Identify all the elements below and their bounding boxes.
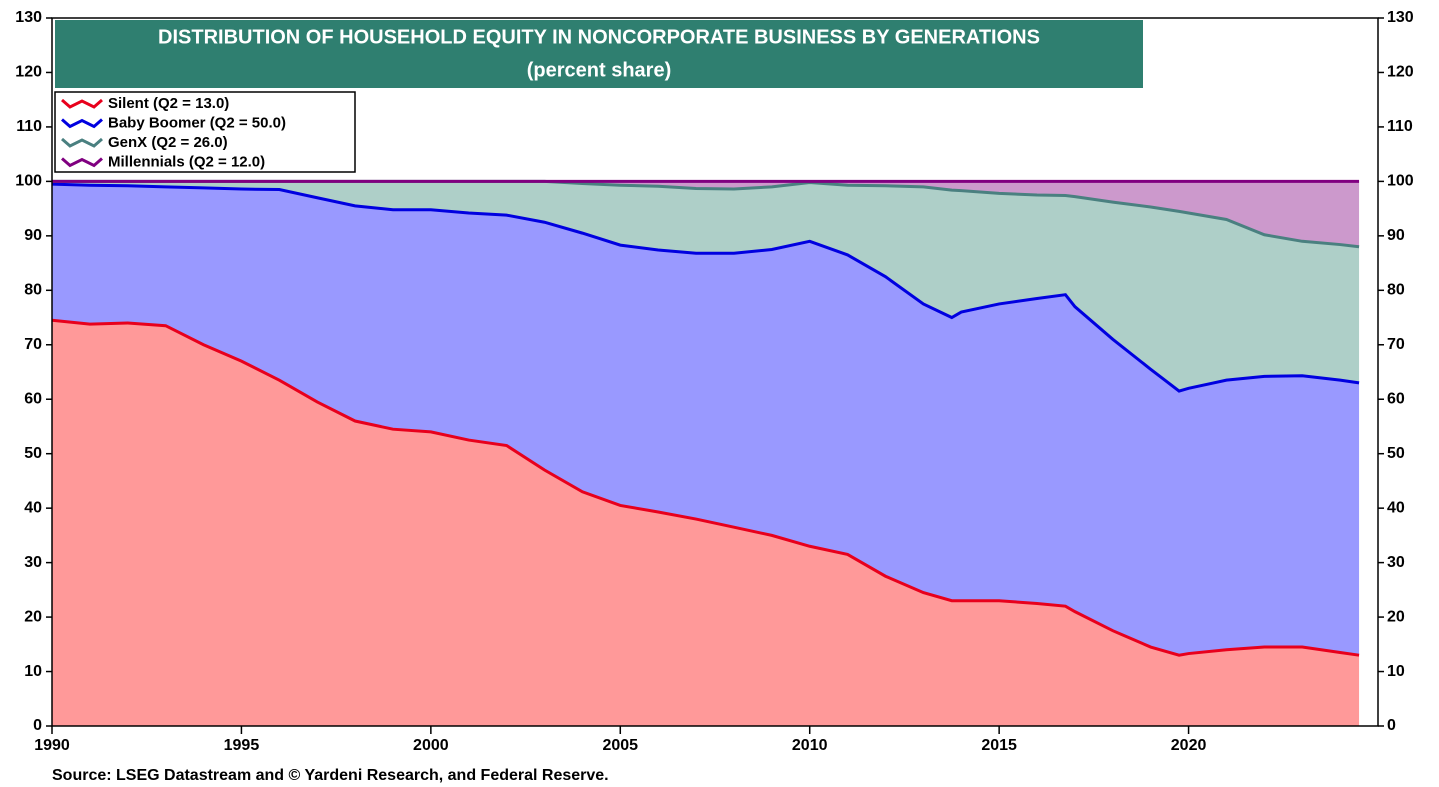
y-tick-label: 120: [15, 64, 42, 81]
plot-area: 0 10 20 30 40 50 60 70 80 90 100 110 120 130 0 10 20 30 40…: [15, 9, 1414, 754]
y-tick-label: 90: [24, 227, 42, 244]
y2-tick-label: 50: [1387, 445, 1405, 462]
y2-tick-label: 80: [1387, 282, 1405, 299]
legend-label: Silent (Q2 = 13.0): [108, 95, 229, 112]
y-tick-label: 110: [16, 118, 42, 135]
y-tick-label: 20: [24, 608, 42, 625]
plot-frame: [51, 17, 1379, 727]
x-tick-label: 2020: [1171, 737, 1207, 754]
area: [52, 181, 1360, 247]
legend-swatch: [61, 98, 103, 109]
y2-tick-label: 90: [1387, 227, 1405, 244]
x-tick-label: 1995: [224, 737, 260, 754]
y-tick-label: 80: [24, 282, 42, 299]
y-tick-label: 10: [24, 663, 42, 680]
legend: Silent (Q2 = 13.0) Baby Boomer (Q2 = 50.0…: [61, 95, 286, 170]
area: [52, 320, 1360, 726]
x-tick-label: 2000: [413, 737, 449, 754]
series-line: [51, 182, 1360, 393]
legend-label: GenX (Q2 = 26.0): [108, 134, 228, 151]
y-tick-label: 60: [24, 390, 42, 407]
y2-tick-label: 0: [1387, 717, 1396, 734]
source-note: Source: LSEG Datastream and © Yardeni Re…: [52, 767, 609, 784]
y2-tick-label: 100: [1387, 173, 1414, 190]
x-tick-label: 2015: [981, 737, 1017, 754]
title-box: [55, 20, 1143, 88]
y-tick-label: 70: [24, 336, 42, 353]
chart-title: DISTRIBUTION OF HOUSEHOLD EQUITY IN NONC…: [158, 26, 1040, 48]
legend-swatch: [61, 157, 103, 168]
x-tick-label: 2010: [792, 737, 828, 754]
legend-label: Millennials (Q2 = 12.0): [108, 153, 265, 170]
y-tick-label: 100: [15, 173, 42, 190]
y-tick-label: 30: [24, 554, 42, 571]
y2-tick-label: 60: [1387, 390, 1405, 407]
y2-tick-label: 70: [1387, 336, 1405, 353]
y2-tick-label: 120: [1387, 64, 1414, 81]
y2-tick-label: 40: [1387, 499, 1405, 516]
area: [52, 184, 1360, 656]
y2-tick-label: 30: [1387, 554, 1405, 571]
legend-label: Baby Boomer (Q2 = 50.0): [108, 114, 286, 131]
area: [52, 181, 1360, 392]
x-tick-label: 1990: [34, 737, 70, 754]
y-tick-label: 0: [33, 717, 42, 734]
y-tick-label: 130: [15, 9, 42, 26]
y2-tick-label: 130: [1387, 9, 1414, 26]
x-tick-label: 2005: [602, 737, 638, 754]
y2-tick-label: 10: [1387, 663, 1405, 680]
legend-swatch: [61, 118, 103, 129]
y2-tick-label: 20: [1387, 608, 1405, 625]
legend-swatch: [61, 137, 103, 148]
y-tick-label: 50: [24, 445, 42, 462]
chart-subtitle: (percent share): [527, 59, 672, 81]
y2-tick-label: 110: [1387, 118, 1413, 135]
y-tick-label: 40: [24, 499, 42, 516]
legend-box: [54, 91, 356, 173]
series-line: [51, 318, 1360, 657]
